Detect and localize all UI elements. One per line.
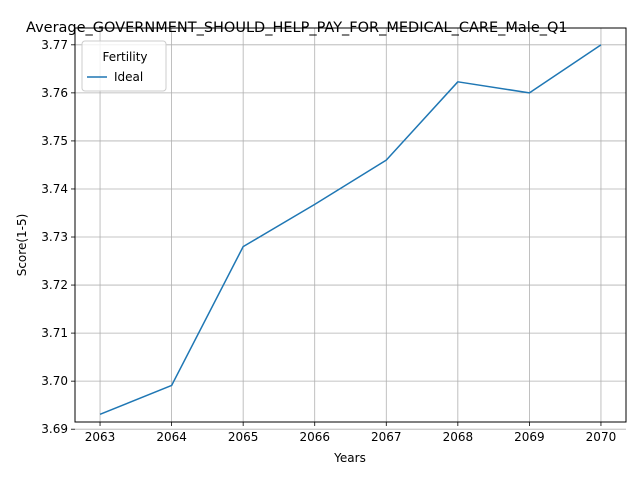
- x-tick-label: 2069: [514, 430, 545, 444]
- legend-label-ideal: Ideal: [114, 70, 143, 84]
- chart-title: Average_GOVERNMENT_SHOULD_HELP_PAY_FOR_M…: [26, 20, 568, 36]
- y-tick-label: 3.75: [41, 134, 68, 148]
- y-tick-label: 3.69: [41, 422, 68, 436]
- legend-title: Fertility: [102, 50, 147, 64]
- x-tick-label: 2068: [443, 430, 474, 444]
- x-tick-label: 2066: [299, 430, 330, 444]
- x-tick-label: 2063: [85, 430, 116, 444]
- x-axis: 2063 2064 2065 2066 2067 2068 2069 2070: [85, 422, 616, 444]
- legend: Fertility Ideal: [81, 40, 167, 92]
- x-tick-label: 2070: [586, 430, 617, 444]
- y-tick-label: 3.77: [41, 38, 68, 52]
- y-tick-label: 3.72: [41, 278, 68, 292]
- plot-area: [74, 27, 627, 423]
- legend-box: [81, 40, 167, 92]
- y-tick-label: 3.74: [41, 182, 68, 196]
- y-axis: 3.69 3.70 3.71 3.72 3.73 3.74 3.75 3.76 3.77: [41, 38, 75, 436]
- y-axis-label: Score(1-5): [15, 214, 29, 277]
- y-tick-label: 3.73: [41, 230, 68, 244]
- y-tick-label: 3.76: [41, 86, 68, 100]
- x-tick-label: 2064: [156, 430, 187, 444]
- grid: [75, 28, 626, 430]
- y-tick-label: 3.71: [41, 326, 68, 340]
- x-tick-label: 2067: [371, 430, 402, 444]
- series-layer: [99, 44, 602, 416]
- series-line-ideal: [99, 44, 602, 416]
- x-tick-label: 2065: [228, 430, 259, 444]
- x-axis-label: Years: [333, 451, 366, 465]
- y-tick-label: 3.70: [41, 374, 68, 388]
